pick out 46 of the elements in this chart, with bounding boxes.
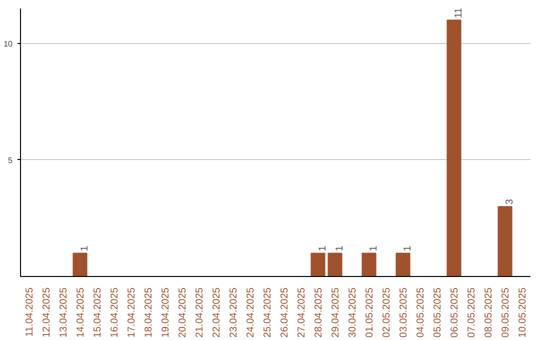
x-tick-label: 21.04.2025 bbox=[194, 287, 206, 338]
x-tick-label: 11.04.2025 bbox=[24, 287, 36, 337]
x-tick-label: 09.05.2025 bbox=[500, 287, 512, 338]
y-tick-label: 10 bbox=[4, 39, 14, 48]
x-tick-label: 14.04.2025 bbox=[76, 287, 86, 338]
data-label: 1 bbox=[318, 245, 328, 252]
bar bbox=[396, 252, 410, 276]
data-label: 1 bbox=[334, 245, 346, 252]
x-tick-label: 13.04.2025 bbox=[58, 287, 70, 338]
x-tick-label: 08.05.2025 bbox=[484, 287, 494, 338]
x-tick-label: 02.05.2025 bbox=[382, 287, 392, 338]
x-tick-label: 17.04.2025 bbox=[126, 287, 138, 338]
bar bbox=[446, 20, 462, 276]
bar bbox=[362, 252, 376, 276]
data-label: 3 bbox=[504, 198, 516, 205]
x-tick-label: 16.04.2025 bbox=[110, 287, 120, 338]
bar bbox=[328, 252, 342, 276]
x-tick-label: 19.04.2025 bbox=[160, 287, 172, 338]
data-label: 11 bbox=[454, 7, 464, 18]
y-tick-label: 5 bbox=[8, 156, 14, 165]
x-tick-label: 26.04.2025 bbox=[280, 287, 290, 338]
x-tick-label: 20.04.2025 bbox=[178, 287, 188, 338]
x-tick-label: 04.05.2025 bbox=[416, 287, 426, 338]
data-label: 1 bbox=[402, 245, 414, 252]
x-tick-label: 03.05.2025 bbox=[398, 287, 410, 338]
x-tick-label: 10.05.2025 bbox=[518, 287, 528, 338]
bar bbox=[310, 252, 326, 276]
x-tick-label: 22.04.2025 bbox=[212, 287, 222, 338]
x-tick-label: 24.04.2025 bbox=[246, 287, 256, 338]
bar bbox=[72, 252, 88, 276]
x-tick-label: 27.04.2025 bbox=[296, 287, 308, 338]
x-tick-label: 29.04.2025 bbox=[330, 287, 342, 338]
x-tick-label: 06.05.2025 bbox=[450, 287, 460, 338]
data-label: 1 bbox=[368, 245, 380, 252]
x-tick-label: 28.04.2025 bbox=[314, 287, 324, 338]
x-tick-label: 25.04.2025 bbox=[262, 287, 274, 338]
x-tick-label: 30.04.2025 bbox=[348, 287, 358, 338]
x-tick-label: 12.04.2025 bbox=[42, 287, 52, 338]
bar bbox=[498, 206, 512, 276]
x-tick-label: 01.05.2025 bbox=[364, 287, 376, 338]
x-tick-label: 18.04.2025 bbox=[144, 287, 154, 338]
x-tick-label: 15.04.2025 bbox=[92, 287, 104, 338]
x-tick-label: 23.04.2025 bbox=[228, 287, 240, 338]
x-tick-label: 05.05.2025 bbox=[432, 287, 444, 338]
x-tick-label: 07.05.2025 bbox=[466, 287, 478, 338]
data-label: 1 bbox=[80, 245, 90, 252]
